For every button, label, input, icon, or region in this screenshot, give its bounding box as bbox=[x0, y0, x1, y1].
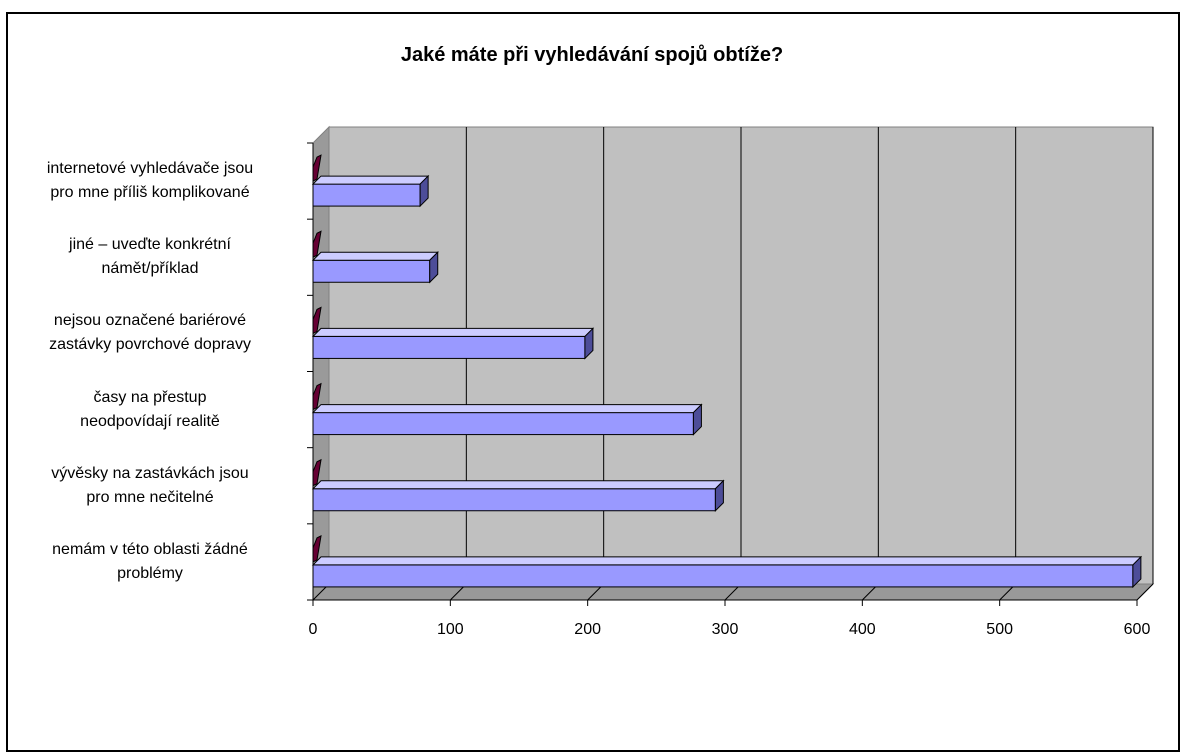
category-label-line: pro mne příliš komplikované bbox=[50, 184, 250, 202]
bar-top bbox=[311, 327, 595, 337]
x-tick-label: 0 bbox=[308, 621, 318, 638]
bar-top bbox=[311, 404, 703, 414]
x-tick-label: 300 bbox=[711, 621, 739, 638]
category-label-line: problémy bbox=[117, 564, 183, 582]
x-tick-label: 500 bbox=[986, 621, 1013, 638]
bar-side bbox=[1132, 555, 1142, 589]
x-tick-label: 400 bbox=[848, 621, 876, 638]
category-label-line: zastávky povrchové dopravy bbox=[49, 336, 251, 354]
category-label: nejsou označené bariérové zastávky povrch… bbox=[5, 309, 295, 357]
bar bbox=[312, 335, 586, 359]
bar bbox=[312, 488, 716, 512]
chart-title: Jaké máte při vyhledávání spojů obtíže? bbox=[400, 44, 784, 66]
bar-side bbox=[429, 251, 439, 284]
bar-series2 bbox=[312, 535, 322, 563]
category-label: nemám v této oblasti žádné problémy bbox=[5, 538, 295, 586]
bar-side bbox=[714, 479, 724, 512]
bar bbox=[312, 259, 431, 283]
bar-top bbox=[311, 556, 1143, 566]
bar-side bbox=[419, 174, 429, 208]
bar-side bbox=[692, 403, 702, 436]
bar-top bbox=[311, 175, 430, 185]
category-label-line: námět/příklad bbox=[101, 260, 199, 278]
gridline-floor bbox=[1136, 583, 1154, 601]
bar-top bbox=[311, 480, 725, 490]
bar bbox=[312, 564, 1134, 588]
bar-series2 bbox=[312, 306, 322, 335]
x-tick-label: 200 bbox=[574, 621, 601, 638]
category-label-line: pro mne nečitelné bbox=[86, 488, 214, 506]
category-label-line: jiné – uveďte konkrétní bbox=[69, 236, 231, 254]
bar-top bbox=[311, 251, 439, 261]
category-label-line: časy na přestup bbox=[93, 388, 207, 406]
category-label-line: nejsou označené bariérové bbox=[53, 312, 247, 330]
category-label: vývěsky na zastávkách jsou pro mne nečite… bbox=[5, 462, 295, 510]
bar bbox=[312, 412, 694, 436]
bar-series2 bbox=[312, 382, 322, 411]
category-label-line: internetové vyhledávače jsou bbox=[46, 160, 254, 178]
category-label-line: nemám v této oblasti žádné bbox=[52, 540, 248, 558]
bar bbox=[312, 183, 421, 207]
bar-series2 bbox=[312, 458, 322, 487]
category-label-line: vývěsky na zastávkách jsou bbox=[51, 464, 249, 482]
bar-series2 bbox=[312, 154, 322, 182]
category-label: jiné – uveďte konkrétní námět/příklad bbox=[5, 233, 295, 281]
x-tick-label: 600 bbox=[1123, 621, 1151, 638]
category-label: internetové vyhledávače jsou pro mne příl… bbox=[5, 157, 295, 205]
bar-series2 bbox=[312, 230, 322, 259]
category-label: časy na přestup neodpovídají realitě bbox=[5, 386, 295, 434]
x-tick-label: 100 bbox=[436, 621, 464, 638]
category-label-line: neodpovídají realitě bbox=[80, 412, 220, 430]
bar-side bbox=[584, 327, 594, 360]
